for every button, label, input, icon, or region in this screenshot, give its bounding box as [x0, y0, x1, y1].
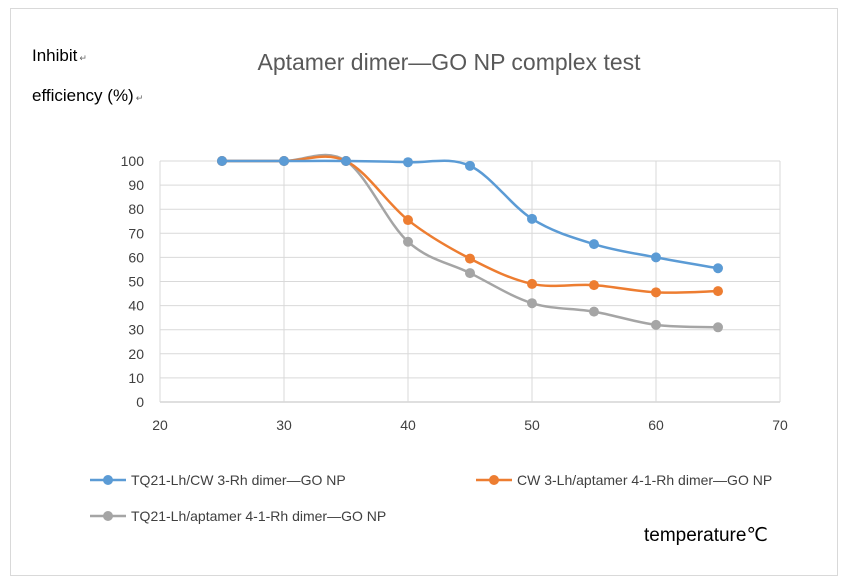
series-2-point-65	[713, 286, 723, 297]
y-tick-label-30: 30	[128, 322, 144, 338]
y-axis-label-line-2: efficiency (%) ↵	[32, 86, 144, 105]
x-tick-label-70: 70	[772, 417, 788, 433]
y-tick-label-90: 90	[128, 177, 144, 193]
y-axis-label-line-1: Inhibit ↵	[32, 46, 87, 65]
legend-1-marker	[103, 475, 113, 485]
series-1-point-30	[279, 156, 289, 166]
series-2-point-45	[465, 253, 475, 264]
series-3-point-40	[403, 236, 413, 247]
legend-2-marker	[489, 475, 499, 485]
y-tick-label-100: 100	[121, 153, 145, 169]
series-2-point-50	[527, 278, 537, 289]
legend-2-label: CW 3-Lh/aptamer 4-1-Rh dimer—GO NP	[517, 472, 772, 488]
x-tick-label-60: 60	[648, 417, 664, 433]
return-mark-icon: ↵	[135, 93, 144, 103]
y-tick-label-60: 60	[128, 249, 144, 265]
y-tick-label-40: 40	[128, 298, 144, 314]
series-3-point-45	[465, 268, 475, 279]
series-3-point-55	[589, 306, 599, 317]
series-1-point-45	[465, 160, 475, 171]
series-3-point-60	[651, 319, 661, 330]
legend-3-label: TQ21-Lh/aptamer 4-1-Rh dimer—GO NP	[131, 508, 386, 524]
series-3-point-65	[713, 322, 723, 333]
series-1-point-50	[527, 213, 537, 224]
x-tick-label-50: 50	[524, 417, 540, 433]
legend-3-marker	[103, 511, 113, 521]
series-1-point-60	[651, 252, 661, 263]
y-tick-label-0: 0	[136, 394, 144, 410]
y-tick-label-20: 20	[128, 346, 144, 362]
legend-1-label: TQ21-Lh/CW 3-Rh dimer—GO NP	[131, 472, 346, 488]
y-tick-label-70: 70	[128, 225, 144, 241]
series-2-point-60	[651, 287, 661, 298]
x-tick-label-20: 20	[152, 417, 168, 433]
series-1-point-65	[713, 263, 723, 274]
series-1-point-55	[589, 239, 599, 250]
y-tick-label-80: 80	[128, 201, 144, 217]
y-tick-label-50: 50	[128, 274, 144, 290]
series-1-line	[222, 159, 719, 270]
series-3-point-50	[527, 298, 537, 309]
series-1-point-35	[341, 156, 351, 166]
x-axis-label: temperature℃	[644, 525, 768, 546]
return-mark-icon: ↵	[79, 53, 87, 63]
series-2-point-40	[403, 215, 413, 226]
series-2-point-55	[589, 280, 599, 291]
series-3-line	[222, 153, 719, 329]
series-1-point-40	[403, 157, 413, 168]
x-tick-label-40: 40	[400, 417, 416, 433]
series-1-point-25	[217, 156, 227, 166]
chart-title: Aptamer dimer—GO NP complex test	[257, 49, 641, 75]
x-tick-label-30: 30	[276, 417, 292, 433]
y-tick-label-10: 10	[128, 370, 144, 386]
